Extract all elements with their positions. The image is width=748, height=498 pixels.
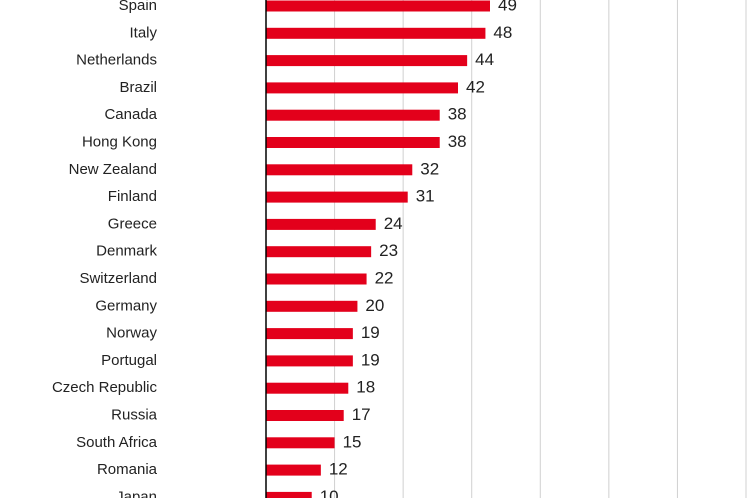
category-label: Portugal: [101, 352, 157, 369]
category-label: Germany: [95, 297, 157, 314]
value-label: 18: [356, 378, 375, 397]
bar: [266, 109, 440, 121]
category-label: Canada: [104, 106, 157, 123]
category-label: Netherlands: [76, 52, 157, 69]
bar: [266, 55, 468, 67]
category-label: Japan: [116, 488, 157, 498]
value-label: 32: [420, 159, 439, 178]
value-label: 38: [448, 105, 467, 124]
bar: [266, 27, 486, 39]
category-label: Norway: [106, 325, 157, 342]
category-label: Brazil: [119, 79, 157, 96]
bar: [266, 382, 349, 394]
category-label: Hong Kong: [82, 133, 157, 150]
category-label: South Africa: [76, 434, 158, 451]
category-label: Spain: [119, 0, 157, 14]
bar: [266, 137, 440, 148]
category-label: Finland: [108, 188, 157, 205]
value-label: 12: [329, 460, 348, 479]
value-label: 48: [493, 23, 512, 42]
value-label: 10: [320, 487, 339, 498]
value-label: 23: [379, 241, 398, 260]
value-label: 38: [448, 132, 467, 151]
category-label: Russia: [111, 406, 158, 423]
bar: [266, 328, 353, 340]
bar: [266, 355, 353, 367]
category-label: Switzerland: [79, 270, 157, 287]
bar: [266, 410, 344, 421]
bar: [266, 164, 413, 176]
value-label: 49: [498, 0, 517, 14]
value-label: 22: [375, 268, 394, 287]
value-label: 19: [361, 350, 380, 369]
category-label: Romania: [97, 461, 158, 478]
value-label: 19: [361, 323, 380, 342]
bar: [266, 82, 458, 94]
category-label: Italy: [129, 24, 157, 41]
category-label: New Zealand: [69, 161, 157, 178]
bar: [266, 191, 408, 203]
value-label: 17: [352, 405, 371, 424]
value-label: 15: [343, 432, 362, 451]
bar: [266, 491, 312, 498]
category-label: Denmark: [96, 243, 157, 260]
bar: [266, 464, 321, 476]
value-label: 24: [384, 214, 403, 233]
bar: [266, 437, 335, 449]
category-label: Greece: [108, 215, 157, 232]
value-label: 31: [416, 187, 435, 206]
bar: [266, 246, 372, 258]
bar: [266, 300, 358, 312]
bar: [266, 273, 367, 285]
value-label: 20: [365, 296, 384, 315]
bar: [266, 0, 490, 12]
value-label: 44: [475, 50, 494, 69]
bar: [266, 218, 376, 230]
value-label: 42: [466, 77, 485, 96]
category-label: Czech Republic: [52, 379, 158, 396]
